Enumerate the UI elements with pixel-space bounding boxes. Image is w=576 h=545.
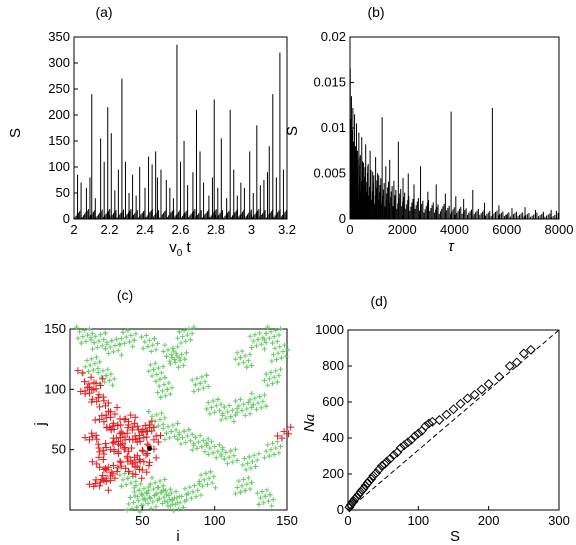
y-tick-label: 350 — [48, 29, 70, 44]
data-point — [368, 470, 379, 481]
y-tick-label: 50 — [56, 185, 70, 200]
data-point — [518, 348, 529, 359]
data-point — [371, 468, 382, 479]
fit-line — [347, 329, 560, 511]
x-tick-label: 6000 — [492, 222, 521, 237]
y-tick-label: 150 — [44, 321, 66, 336]
data-point — [388, 450, 399, 461]
x-tick-label: 100 — [204, 513, 226, 528]
x-axis-label: i — [176, 528, 179, 545]
x-tick-label: 2 — [70, 222, 77, 237]
data-point — [525, 344, 536, 355]
x-tick-label: 100 — [407, 513, 429, 528]
panel-d: 0 100 200 300 0 200 400 600 800 1000 S Na — [301, 322, 570, 545]
data-point — [434, 415, 445, 425]
x-tick-label: 3.2 — [278, 222, 296, 237]
x-tick-label: 50 — [135, 513, 149, 528]
y-tick-label: 100 — [44, 381, 66, 396]
data-point — [511, 357, 522, 368]
y-tick-label: 0.015 — [313, 75, 346, 90]
seed-marker — [147, 445, 153, 451]
data-point — [455, 398, 466, 409]
y-tick-label: 150 — [48, 133, 70, 148]
x-tick-label: 0 — [346, 222, 353, 237]
panel-b: 0 2000 4000 6000 8000 0 0.005 0.01 0.015 0.02 τ S — [284, 29, 573, 255]
data-point — [413, 428, 424, 439]
panel-label-d: (d) — [370, 293, 387, 309]
y-tick-label: 300 — [48, 55, 70, 70]
data-point — [504, 361, 515, 371]
x-axis-label: τ — [448, 238, 455, 255]
x-axis-label: S — [450, 528, 460, 545]
y-tick-label: 0.01 — [321, 120, 346, 135]
x-axis-label: v0 t — [169, 239, 191, 259]
y-tick-label: 250 — [48, 81, 70, 96]
data-point — [448, 404, 459, 415]
y-tick-label: 200 — [322, 466, 344, 481]
x-tick-label: 2000 — [388, 222, 417, 237]
panel-a: 2 2.2 2.4 2.6 2.8 3 3.2 0 50 100 150 200 250 300 350 v0… — [7, 29, 296, 259]
data-point — [395, 442, 406, 453]
x-tick-label: 0 — [344, 513, 351, 528]
y-tick-label: 0 — [63, 211, 70, 226]
data-point — [366, 474, 377, 484]
x-tick-label: 2.4 — [136, 222, 154, 237]
x-tick-label: 3 — [248, 222, 255, 237]
y-axis-label: j — [32, 422, 49, 426]
y-axis-label: Na — [301, 414, 318, 432]
panel-c: 50 100 150 50 100 150 i j — [32, 321, 298, 545]
data-point — [494, 371, 505, 382]
panel-label-b: (b) — [367, 4, 384, 20]
x-tick-label: 200 — [478, 513, 500, 528]
x-tick-label: 8000 — [545, 222, 574, 237]
data-point — [402, 437, 413, 448]
y-tick-label: 800 — [322, 358, 344, 373]
x-tick-label: 300 — [548, 513, 570, 528]
x-tick-label: 2.6 — [171, 222, 189, 237]
data-point — [483, 379, 494, 389]
data-point — [358, 483, 369, 494]
data-point — [469, 389, 480, 400]
y-tick-label: 50 — [52, 442, 66, 457]
x-tick-label: 150 — [276, 513, 298, 528]
plot-frame — [347, 329, 560, 511]
y-axis-label: S — [7, 128, 24, 138]
data-point — [427, 416, 438, 427]
data-point — [406, 434, 417, 445]
y-tick-label: 200 — [48, 107, 70, 122]
data-point — [423, 418, 434, 429]
data-point — [476, 384, 487, 395]
y-tick-label: 1000 — [315, 322, 344, 337]
x-tick-label: 2.2 — [100, 222, 118, 237]
y-tick-label: 0.005 — [313, 166, 346, 181]
data-point — [462, 393, 473, 404]
y-tick-label: 0 — [337, 502, 344, 517]
y-tick-label: 0.02 — [321, 29, 346, 44]
data-point — [385, 453, 396, 464]
x-tick-label: 4000 — [440, 222, 469, 237]
data-point — [381, 456, 392, 467]
panel-label-a: (a) — [95, 4, 112, 20]
panel-label-c: (c) — [117, 287, 133, 303]
y-tick-label: 100 — [48, 159, 70, 174]
data-point — [357, 485, 368, 496]
data-point — [399, 440, 410, 451]
y-axis-label: S — [284, 126, 301, 136]
y-tick-label: 400 — [322, 430, 344, 445]
y-tick-label: 0 — [339, 211, 346, 226]
x-tick-label: 2.8 — [207, 222, 225, 237]
data-point — [420, 421, 431, 432]
data-point — [373, 464, 384, 475]
data-point — [409, 431, 420, 442]
data-point — [441, 409, 452, 420]
y-tick-label: 600 — [322, 394, 344, 409]
